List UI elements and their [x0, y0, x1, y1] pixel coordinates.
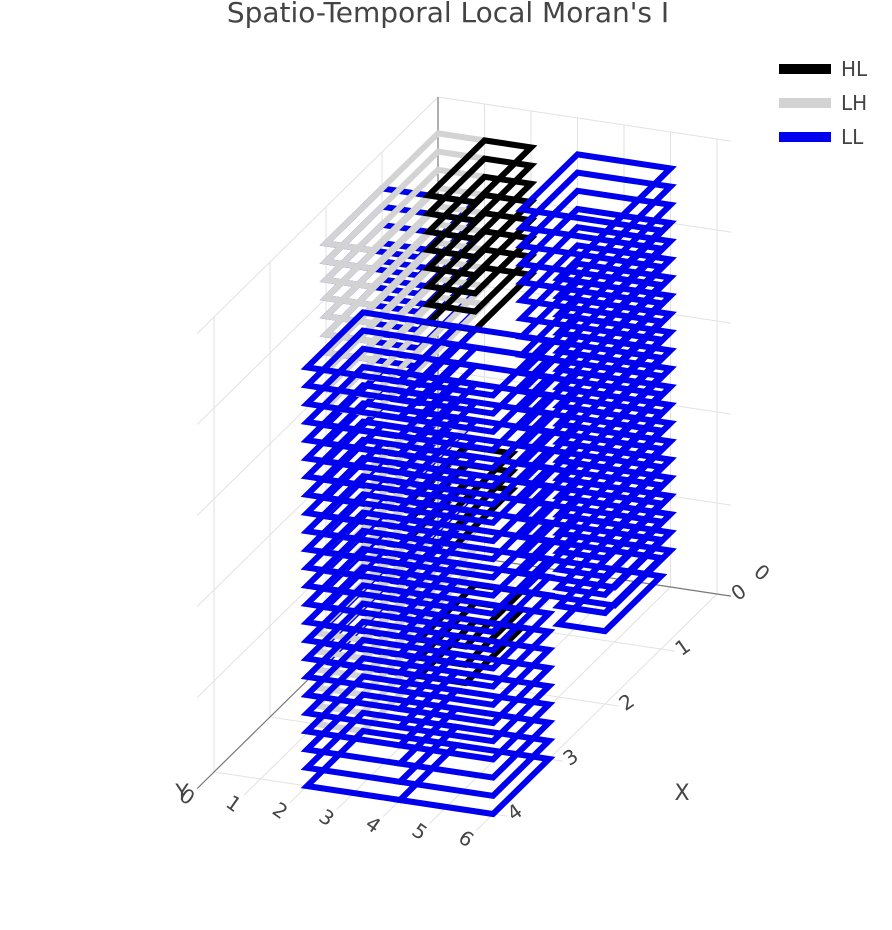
- time-slice-ll: [393, 323, 556, 399]
- x-tick-label: 6: [454, 825, 478, 852]
- cluster-cell-ll: [393, 323, 556, 818]
- wall-grid-line: [437, 96, 732, 142]
- chart-title: Spatio-Temporal Local Moran's I: [227, 0, 669, 29]
- x-tick-label: 5: [408, 818, 432, 845]
- legend-item-lh[interactable]: LH: [779, 91, 867, 115]
- cluster-cell-ll: [552, 220, 668, 635]
- y-tick-label: 3: [558, 744, 582, 771]
- z-tick-label: 0: [749, 559, 774, 586]
- legend-label: HL: [841, 57, 868, 81]
- y-tick-label: 0: [726, 579, 750, 606]
- y-tick-label: 1: [670, 634, 694, 661]
- legend-item-hl[interactable]: HL: [779, 57, 868, 81]
- y-tick-label: 4: [502, 799, 526, 826]
- x-tick-label: 1: [222, 790, 246, 817]
- x-tick-label: 3: [315, 804, 339, 831]
- x-tick-label: 2: [268, 797, 292, 824]
- time-slice-hl: [422, 137, 538, 206]
- legend[interactable]: HL LH LL: [779, 57, 868, 149]
- legend-label: LL: [841, 125, 864, 149]
- x-tick-label: 4: [361, 811, 385, 838]
- time-slice-lh: [319, 130, 491, 254]
- legend-label: LH: [841, 91, 867, 115]
- y-axis-title: Y: [174, 781, 189, 806]
- legend-item-ll[interactable]: LL: [779, 125, 864, 149]
- y-tick-label: 2: [614, 689, 638, 716]
- x-axis-title: X: [674, 781, 689, 806]
- data-layer: [300, 130, 677, 818]
- cluster-cell-hl: [422, 137, 538, 333]
- time-slice-ll: [552, 220, 668, 289]
- wall-grid-line: [196, 96, 439, 334]
